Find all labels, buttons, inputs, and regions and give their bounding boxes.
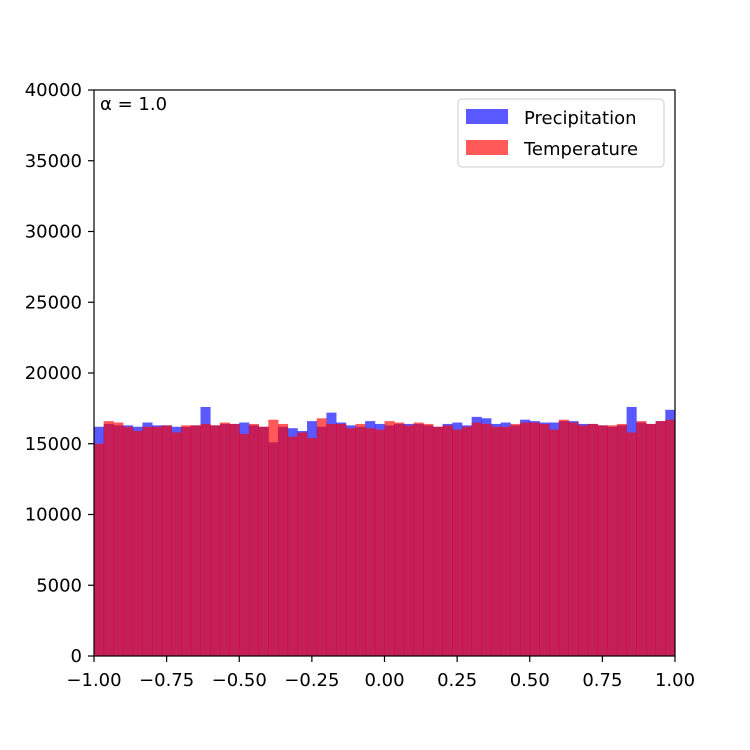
bar-temperature xyxy=(645,423,657,656)
x-tick-label: 0.50 xyxy=(510,670,550,691)
bar-temperature xyxy=(510,423,521,656)
bar-temperature xyxy=(491,426,502,656)
legend: Precipitation Temperature xyxy=(457,98,665,168)
y-tick-label: 20000 xyxy=(25,363,82,384)
bar-temperature xyxy=(432,426,443,656)
bar-temperature xyxy=(355,423,366,656)
bar-temperature xyxy=(181,425,192,656)
x-tick-label: −0.25 xyxy=(284,670,339,691)
bar-temperature xyxy=(549,429,560,656)
x-tick-label: 0.00 xyxy=(364,670,404,691)
bar-temperature xyxy=(626,432,637,656)
bar-temperature xyxy=(423,423,434,656)
legend-box xyxy=(457,98,665,168)
bar-temperature xyxy=(277,423,289,656)
y-tick-label: 0 xyxy=(71,646,82,667)
bar-temperature xyxy=(365,428,376,656)
legend-swatch-precipitation xyxy=(466,109,508,124)
y-tick-label: 35000 xyxy=(25,151,82,172)
bar-temperature xyxy=(326,423,337,656)
bar-temperature xyxy=(142,426,153,656)
y-tick-label: 10000 xyxy=(25,505,82,526)
bar-temperature xyxy=(287,436,298,656)
bar-temperature xyxy=(248,423,260,656)
bar-temperature xyxy=(500,426,511,656)
bar-temperature xyxy=(316,418,327,656)
bar-temperature xyxy=(200,423,211,656)
bar-temperature xyxy=(597,425,608,656)
bar-temperature xyxy=(307,438,318,656)
bar-temperature xyxy=(413,422,424,656)
bar-temperature xyxy=(539,423,550,656)
x-tick-label: 0.25 xyxy=(437,670,477,691)
bar-temperature xyxy=(229,423,240,656)
bar-temperature xyxy=(403,425,414,656)
bar-temperature xyxy=(636,421,647,656)
y-axis: 0 5000 10000 15000 20000 25000 30000 35000 40000 xyxy=(25,80,94,667)
bar-temperature xyxy=(529,422,540,656)
bar-temperature xyxy=(587,423,598,656)
x-tick-label: −1.00 xyxy=(66,670,121,691)
y-tick-label: 25000 xyxy=(25,292,82,313)
bar-temperature xyxy=(171,432,182,656)
bar-temperature xyxy=(297,432,308,656)
bar-temperature xyxy=(113,422,124,656)
bar-temperature xyxy=(452,429,463,656)
bar-temperature xyxy=(210,425,221,656)
legend-label-temperature: Temperature xyxy=(523,139,638,160)
bar-temperature xyxy=(607,425,618,656)
x-tick-label: −0.75 xyxy=(139,670,194,691)
bar-temperature xyxy=(374,429,385,656)
bar-temperature xyxy=(123,426,134,656)
legend-swatch-temperature xyxy=(466,140,508,155)
plot-area xyxy=(94,406,676,656)
bar-temperature xyxy=(394,422,405,656)
bar-temperature xyxy=(219,422,230,656)
y-tick-label: 5000 xyxy=(36,575,82,596)
y-tick-label: 40000 xyxy=(25,80,82,101)
axes-frame xyxy=(93,89,676,657)
bar-temperature xyxy=(94,443,105,656)
bar-temperature xyxy=(336,423,347,656)
bar-temperature xyxy=(190,425,201,656)
bar-temperature xyxy=(481,423,492,656)
bar-temperature xyxy=(665,419,676,656)
bar-temperature xyxy=(461,426,473,656)
x-tick-label: −0.50 xyxy=(212,670,267,691)
legend-label-precipitation: Precipitation xyxy=(524,108,637,129)
y-tick-label: 15000 xyxy=(25,434,82,455)
bar-temperature xyxy=(258,426,269,656)
bar-temperature xyxy=(578,425,589,656)
x-tick-label: 0.75 xyxy=(582,670,622,691)
x-tick-label: 1.00 xyxy=(655,670,695,691)
bar-temperature xyxy=(161,425,172,656)
bar-temperature xyxy=(616,423,627,656)
bar-temperature xyxy=(655,421,666,656)
bar-temperature xyxy=(152,426,163,656)
bar-temperature xyxy=(103,421,114,656)
bar-temperature xyxy=(384,421,395,656)
bar-temperature xyxy=(345,428,356,656)
bar-temperature xyxy=(442,425,453,656)
alpha-annotation: α = 1.0 xyxy=(100,94,167,115)
y-tick-label: 30000 xyxy=(25,222,82,243)
bar-temperature xyxy=(268,419,279,656)
bar-temperature xyxy=(239,433,250,656)
bar-temperature xyxy=(471,422,482,656)
bar-temperature xyxy=(520,422,531,656)
bar-temperature xyxy=(558,419,569,656)
bar-temperature xyxy=(568,422,579,656)
bar-temperature xyxy=(132,431,143,656)
x-axis: −1.00 −0.75 −0.50 −0.25 0.00 0.25 0.50 0.75 1.00 xyxy=(66,656,695,691)
